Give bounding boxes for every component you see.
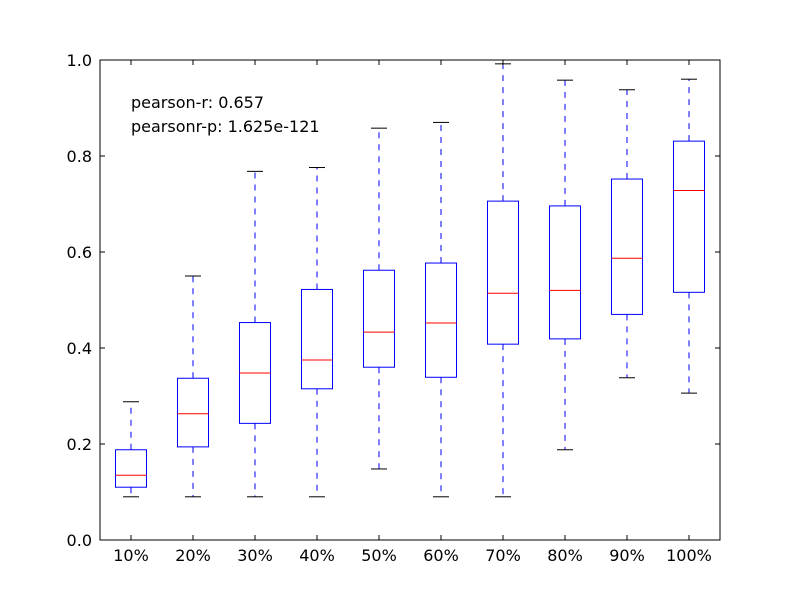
iqr-box — [115, 449, 147, 488]
box-group-60pct — [425, 121, 457, 498]
plot-area-frame — [99, 59, 721, 541]
box-group-70pct — [487, 63, 519, 498]
box-group-40pct — [301, 167, 333, 498]
iqr-box — [611, 178, 643, 315]
boxes-layer — [115, 63, 705, 498]
box-group-50pct — [363, 127, 395, 470]
box-group-90pct — [611, 89, 643, 379]
y-tick-label-5: 1.0 — [67, 51, 92, 70]
y-tick-label-1: 0.2 — [67, 435, 92, 454]
iqr-box — [673, 140, 705, 293]
iqr-box — [549, 205, 581, 340]
y-tick-label-0: 0.0 — [67, 531, 92, 550]
x-tick-label-40pct: 40% — [299, 546, 335, 565]
iqr-box — [301, 288, 333, 390]
box-group-30pct — [239, 170, 271, 498]
x-tick-label-10pct: 10% — [113, 546, 149, 565]
x-tick-label-30pct: 30% — [237, 546, 273, 565]
box-group-100pct — [673, 78, 705, 394]
box-group-80pct — [549, 79, 581, 451]
pearsonr-p-annotation: pearsonr-p: 1.625e-121 — [131, 117, 320, 136]
iqr-box — [177, 377, 209, 448]
x-tick-label-80pct: 80% — [547, 546, 583, 565]
x-tick-label-50pct: 50% — [361, 546, 397, 565]
annotation-group: pearson-r: 0.657 pearsonr-p: 1.625e-121 — [131, 93, 320, 136]
iqr-box — [487, 200, 519, 345]
y-tick-label-3: 0.6 — [67, 243, 92, 262]
x-tick-label-60pct: 60% — [423, 546, 459, 565]
x-tick-label-90pct: 90% — [609, 546, 645, 565]
x-tick-label-20pct: 20% — [175, 546, 211, 565]
pearson-r-annotation: pearson-r: 0.657 — [131, 93, 264, 112]
y-tick-label-4: 0.8 — [67, 147, 92, 166]
y-tick-label-2: 0.4 — [67, 339, 92, 358]
box-group-10pct — [115, 401, 147, 498]
iqr-box — [363, 269, 395, 368]
x-tick-label-70pct: 70% — [485, 546, 521, 565]
box-group-20pct — [177, 275, 209, 498]
iqr-box — [425, 262, 457, 378]
ticks-layer: 10% 20% 30% 40% 50% 60% 70% 80% 90% 100% 0.0 0.2 0.4… — [67, 51, 720, 565]
x-tick-label-100pct: 100% — [666, 546, 712, 565]
